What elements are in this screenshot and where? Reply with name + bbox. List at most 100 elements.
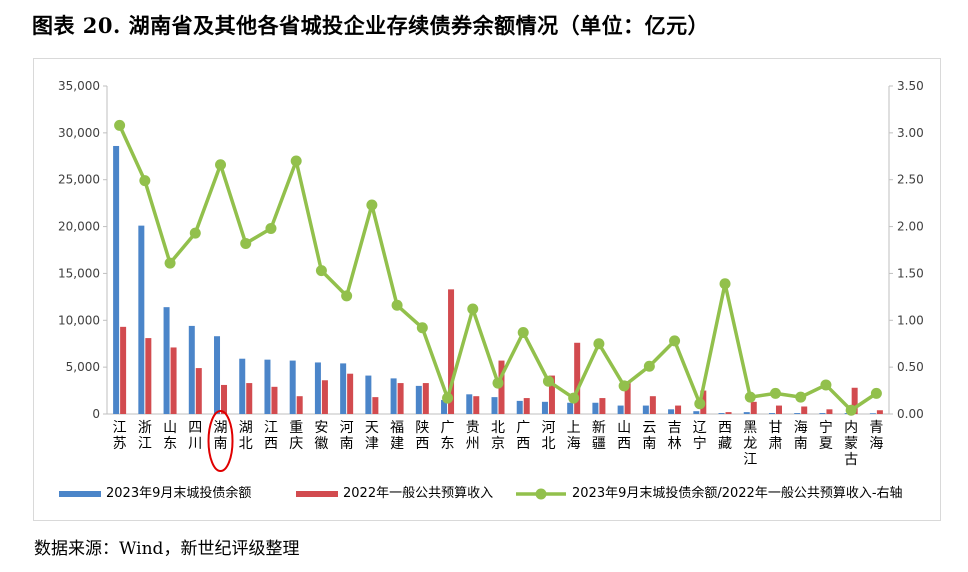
bar-城投债余额-天津: [365, 375, 372, 414]
category-label-广东: 广东: [441, 420, 455, 452]
category-label-江苏: 江苏: [113, 420, 127, 452]
bar-城投债余额-甘肃: [768, 413, 775, 414]
bar-城投债余额-青海: [869, 413, 876, 414]
right-tick-label: 3.00: [897, 126, 924, 140]
ratio-point-陕西: [416, 322, 428, 334]
bar-城投债余额-河南: [340, 363, 347, 414]
bar-预算收入-江苏: [120, 326, 127, 414]
category-label-安徽: 安徽: [314, 420, 328, 452]
chart-frame: 0 5,000 10,000 15,000 20,000 25,000 30,000 35,0…: [33, 58, 941, 521]
category-label-新疆: 新疆: [592, 420, 606, 452]
bar-预算收入-海南: [801, 406, 808, 414]
bar-预算收入-湖南: [221, 384, 228, 414]
bar-预算收入-安徽: [321, 380, 328, 414]
ratio-point-上海: [568, 392, 580, 404]
category-label-内蒙古: 内蒙古: [844, 420, 858, 468]
legend-swatch-bar1: [59, 491, 101, 497]
category-label-陕西: 陕西: [415, 420, 429, 452]
chart-svg: 0 5,000 10,000 15,000 20,000 25,000 30,000 35,0…: [58, 79, 924, 501]
category-label-河北: 河北: [541, 420, 555, 452]
legend-swatch-bar2: [296, 491, 338, 497]
bar-城投债余额-江西: [264, 359, 271, 414]
bar-预算收入-新疆: [599, 398, 606, 414]
ratio-point-内蒙古: [845, 404, 857, 416]
ratio-point-重庆: [290, 155, 302, 167]
category-label-天津: 天津: [365, 420, 379, 452]
left-tick-label: 25,000: [58, 173, 100, 187]
bar-城投债余额-福建: [390, 378, 397, 414]
right-tick-label: 2.00: [897, 220, 924, 234]
bar-城投债余额-新疆: [592, 402, 599, 414]
bar-预算收入-江西: [271, 386, 278, 414]
right-tick-label: 1.50: [897, 266, 924, 280]
source-note: 数据来源：Wind，新世纪评级整理: [34, 539, 300, 559]
bar-城投债余额-湖南: [214, 336, 221, 414]
ratio-point-广东: [442, 392, 454, 404]
bar-预算收入-重庆: [296, 396, 303, 414]
category-label-海南: 海南: [794, 420, 808, 452]
ratio-point-湖北: [240, 237, 252, 249]
category-label-四川: 四川: [188, 420, 202, 452]
ratio-point-吉林: [669, 335, 681, 347]
ratio-point-河北: [542, 375, 554, 387]
ratio-point-广西: [517, 326, 529, 338]
ratio-point-黑龙江: [744, 391, 756, 403]
bar-预算收入-山西: [624, 381, 631, 414]
bar-城投债余额-广东: [441, 399, 448, 414]
category-label-上海: 上海: [567, 420, 581, 452]
ratio-point-湖南: [215, 159, 227, 171]
ratio-point-山东: [164, 257, 176, 269]
ratio-point-江苏: [114, 119, 126, 131]
ratio-point-新疆: [593, 338, 605, 350]
bar-预算收入-湖北: [246, 383, 253, 414]
bar-城投债余额-安徽: [314, 362, 321, 414]
category-label-青海: 青海: [869, 420, 883, 452]
ratio-point-西藏: [719, 278, 731, 290]
ratio-point-天津: [366, 199, 378, 211]
bar-预算收入-西藏: [725, 412, 732, 414]
bar-预算收入-福建: [397, 383, 404, 414]
right-tick-label: 1.00: [897, 313, 924, 327]
left-tick-label: 30,000: [58, 126, 100, 140]
bar-城投债余额-浙江: [138, 225, 145, 414]
ratio-point-宁夏: [820, 379, 832, 391]
bar-预算收入-上海: [574, 342, 581, 414]
ratio-point-江西: [265, 222, 277, 234]
bar-城投债余额-陕西: [415, 385, 422, 414]
bar-预算收入-吉林: [675, 405, 682, 414]
left-tick-label: 0: [92, 407, 100, 421]
bar-城投债余额-四川: [188, 325, 195, 414]
ratio-point-安徽: [315, 265, 327, 277]
ratio-point-海南: [795, 391, 807, 403]
bar-城投债余额-海南: [794, 413, 801, 414]
ratio-point-四川: [189, 227, 201, 239]
ratio-point-青海: [870, 387, 882, 399]
right-tick-label: 0.50: [897, 360, 924, 374]
category-label-辽宁: 辽宁: [693, 420, 707, 452]
bar-预算收入-山东: [170, 347, 177, 414]
bar-预算收入-青海: [876, 410, 883, 414]
bar-预算收入-广西: [523, 398, 530, 414]
bar-预算收入-河北: [548, 375, 555, 414]
category-label-浙江: 浙江: [138, 420, 152, 452]
legend-label-bar2: 2022年一般公共预算收入: [343, 485, 493, 501]
category-label-宁夏: 宁夏: [819, 419, 833, 452]
chart-title: 图表 20. 湖南省及其他各省城投企业存续债券余额情况（单位：亿元）: [32, 13, 710, 38]
category-label-福建: 福建: [390, 420, 404, 452]
bar-预算收入-陕西: [422, 383, 429, 414]
category-label-北京: 北京: [491, 420, 505, 452]
left-tick-label: 15,000: [58, 266, 100, 280]
bar-城投债余额-江苏: [113, 145, 120, 414]
bar-预算收入-内蒙古: [851, 387, 858, 414]
ratio-point-浙江: [139, 175, 151, 187]
bar-城投债余额-北京: [491, 397, 498, 414]
bar-城投债余额-山东: [163, 307, 170, 414]
ratio-point-北京: [492, 377, 504, 389]
ratio-point-辽宁: [694, 398, 706, 410]
category-label-河南: 河南: [340, 420, 354, 452]
bar-城投债余额-黑龙江: [743, 412, 750, 414]
bar-预算收入-云南: [649, 396, 656, 414]
bar-城投债余额-广西: [516, 400, 523, 414]
bar-预算收入-宁夏: [826, 409, 833, 414]
category-label-云南: 云南: [642, 420, 656, 452]
